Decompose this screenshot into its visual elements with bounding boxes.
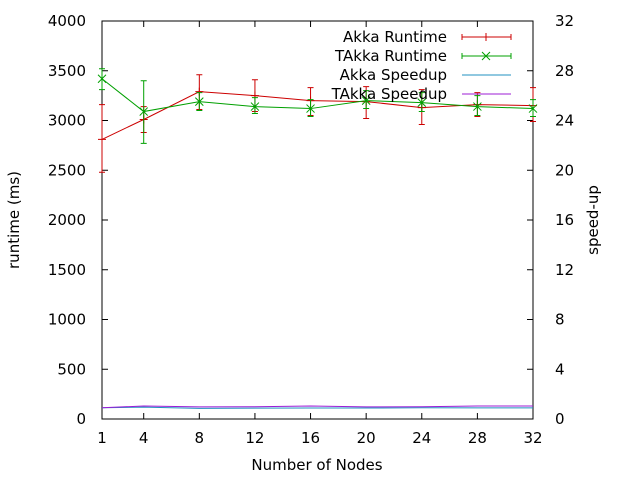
- x-tick-label: 24: [412, 429, 431, 447]
- chart-marks: 1 4 8 12 16 20 24 28 32 0 500 1000 1500 2000 2500 3000 3…: [48, 12, 574, 447]
- x-tick-label: 12: [245, 429, 264, 447]
- y-tick-label: 4000: [48, 12, 86, 30]
- legend-label: Akka Runtime: [343, 28, 447, 46]
- y-tick-label: 2500: [48, 161, 86, 179]
- legend-errorbar: [461, 53, 512, 59]
- legend-errorbar: [461, 34, 512, 40]
- error-bar: [251, 97, 258, 115]
- y-axis-label: runtime (ms): [5, 171, 23, 269]
- y2-tick-label: 28: [555, 62, 574, 80]
- legend-label: TAkka Speedup: [331, 85, 447, 103]
- series-line-0: [101, 91, 534, 140]
- y-tick-label: 1000: [48, 311, 86, 329]
- error-bar: [474, 95, 481, 117]
- series-line-2: [101, 406, 533, 409]
- y2-tick-label: 24: [555, 112, 574, 130]
- y2-tick-label: 20: [555, 161, 574, 179]
- legend-label: Akka Speedup: [340, 66, 447, 84]
- y-tick-label: 0: [76, 410, 86, 428]
- y2-axis-label: speed-up: [584, 185, 602, 255]
- x-tick-label: 8: [195, 429, 205, 447]
- plot-frame: [101, 20, 534, 420]
- y-tick-label: 1500: [48, 261, 86, 279]
- legend-marker: [481, 51, 491, 61]
- data-point: [139, 107, 149, 116]
- y2-tick-label: 4: [555, 360, 565, 378]
- x-tick-label: 20: [357, 429, 376, 447]
- data-point: [473, 102, 482, 111]
- data-point: [250, 102, 260, 111]
- data-point: [417, 98, 427, 107]
- y2-tick-label: 0: [555, 410, 565, 428]
- y-tick-label: 3500: [48, 62, 86, 80]
- legend-marker: [482, 33, 490, 41]
- x-axis-label: Number of Nodes: [251, 456, 382, 474]
- y-tick-label: 2000: [48, 211, 86, 229]
- x-tick-label: 28: [468, 429, 487, 447]
- series-line-1: [101, 78, 534, 113]
- series-line-3: [101, 405, 533, 409]
- data-point: [528, 104, 538, 113]
- y2-tick-label: 12: [555, 261, 574, 279]
- x-tick-label: 4: [139, 429, 149, 447]
- y-tick-label: 500: [57, 360, 86, 378]
- data-point: [361, 96, 371, 105]
- error-bar: [363, 90, 370, 110]
- x-tick-label: 1: [97, 429, 107, 447]
- y2-tick-label: 32: [555, 12, 574, 30]
- x-tick-label: 32: [523, 429, 542, 447]
- data-point: [194, 97, 204, 106]
- data-point: [97, 74, 107, 84]
- x-tick-label: 16: [301, 429, 320, 447]
- y2-tick-label: 8: [555, 311, 565, 329]
- legend-label: TAkka Runtime: [334, 47, 447, 65]
- data-point: [98, 135, 106, 144]
- y2-tick-label: 16: [555, 211, 574, 229]
- y-tick-label: 3000: [48, 112, 86, 130]
- data-point: [306, 104, 315, 113]
